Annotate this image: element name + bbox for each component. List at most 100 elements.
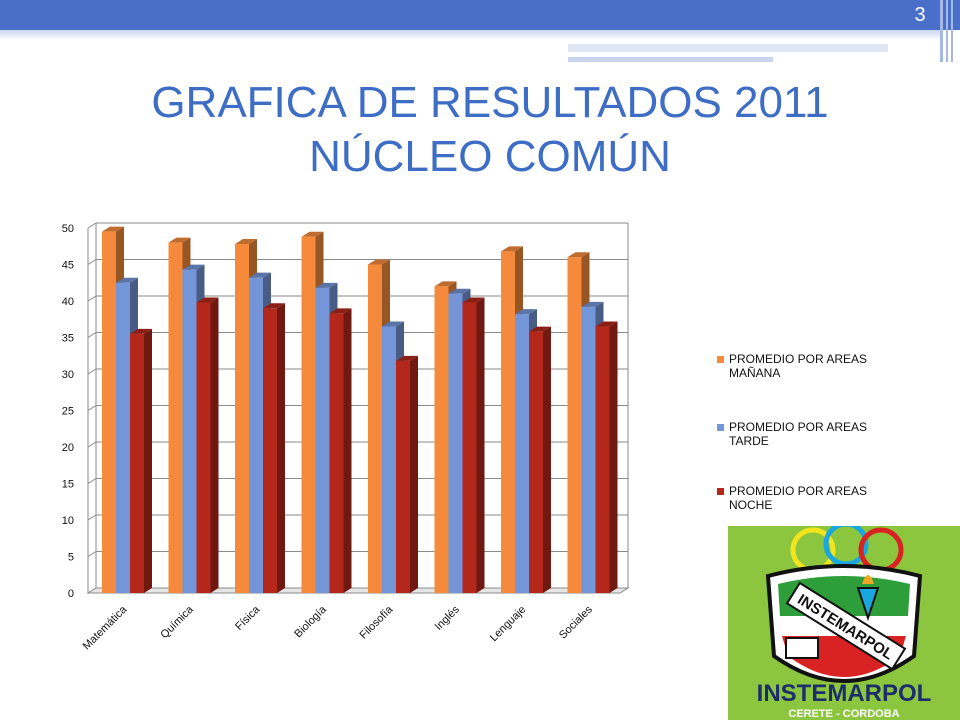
bar-side	[277, 303, 285, 593]
bar-side	[410, 355, 418, 593]
bar	[168, 242, 183, 593]
x-tick-label: Química	[158, 603, 196, 641]
bar	[501, 251, 515, 594]
x-tick-label: Filosofía	[357, 603, 396, 642]
bar-top	[130, 328, 152, 334]
bar-side	[543, 326, 551, 593]
y-tick-label: 30	[62, 369, 74, 381]
bar-top	[315, 282, 338, 288]
bar	[529, 331, 543, 593]
bar	[329, 313, 344, 593]
legend-label: MAÑANA	[729, 366, 780, 380]
bar	[315, 287, 330, 593]
legend-label: PROMEDIO POR AREAS	[729, 484, 867, 498]
y-tick-label: 45	[62, 260, 74, 272]
bar	[434, 286, 449, 593]
legend-label: PROMEDIO POR AREAS	[729, 352, 867, 366]
legend-swatch	[717, 356, 724, 363]
gridline-side	[87, 295, 97, 302]
y-tick-label: 20	[62, 442, 74, 454]
logo-banner	[785, 581, 907, 671]
bar	[595, 326, 610, 593]
bar-top	[329, 308, 352, 314]
bar	[130, 333, 144, 593]
bar-side	[343, 308, 352, 593]
bar	[396, 360, 410, 593]
gridline-side	[87, 332, 97, 338]
bar-top	[567, 252, 590, 258]
y-tick-label: 25	[62, 406, 74, 418]
bar	[196, 302, 211, 593]
bar-top	[515, 309, 537, 315]
bar-top	[182, 264, 205, 270]
bar-top	[368, 259, 390, 265]
school-logo: INSTEMARPOL INSTEMARPOL CERETE - CORDOBA	[728, 521, 960, 720]
y-tick-label: 40	[62, 296, 74, 308]
bar-side	[144, 328, 152, 593]
bar-top	[235, 239, 257, 245]
gridline-side	[87, 405, 97, 411]
x-tick-label: Biología	[292, 603, 329, 640]
header-bar	[0, 0, 960, 30]
bar-top	[462, 297, 485, 303]
bar-top	[529, 326, 551, 332]
legend-label: PROMEDIO POR AREAS	[729, 420, 867, 434]
header-stripe	[940, 0, 943, 62]
logo-city: CERETE - CORDOBA	[788, 708, 899, 720]
x-tick-label: Física	[233, 603, 263, 633]
header-stripe	[951, 0, 953, 62]
bar	[567, 257, 582, 593]
bar	[301, 236, 316, 593]
bar-top	[434, 281, 457, 287]
school-logo-graphic: INSTEMARPOL INSTEMARPOL CERETE - CORDOBA	[728, 521, 960, 720]
gridline-side	[87, 514, 97, 521]
bar	[515, 314, 529, 593]
bar-top	[448, 288, 471, 294]
y-tick-label: 35	[62, 333, 74, 345]
y-tick-label: 0	[68, 588, 74, 600]
bar	[448, 293, 463, 593]
slide-title-line2: NÚCLEO COMÚN	[309, 132, 671, 181]
slide-title-line1: GRAFICA DE RESULTADOS 2011	[151, 78, 829, 127]
bar	[116, 282, 130, 593]
header-stripe	[946, 0, 948, 62]
gridline-side	[87, 222, 97, 229]
gridline-side	[87, 551, 97, 557]
bar	[249, 277, 263, 593]
slide-number: 3	[914, 4, 926, 26]
y-tick-label: 5	[68, 552, 74, 564]
gridline-side	[87, 259, 97, 265]
bar-top	[501, 246, 523, 252]
legend-swatch	[717, 424, 724, 431]
bar-top	[249, 272, 271, 278]
x-tick-label: Lenguaje	[488, 604, 529, 645]
header-accent-line-short	[568, 57, 773, 62]
logo-name: INSTEMARPOL	[757, 680, 932, 707]
bar-side	[476, 297, 485, 593]
y-tick-label: 10	[62, 515, 74, 527]
bar-top	[396, 355, 418, 361]
bar-side	[210, 297, 219, 593]
bar-top	[263, 303, 285, 309]
legend-swatch	[717, 488, 724, 495]
bar-top	[581, 301, 604, 307]
y-tick-label: 15	[62, 479, 74, 491]
bar	[368, 264, 382, 593]
header-shade	[0, 30, 940, 40]
legend-label: NOCHE	[729, 498, 772, 512]
header-accent-line	[568, 42, 888, 52]
logo-torch	[856, 587, 880, 622]
bar-top	[301, 231, 324, 237]
gridline-side	[87, 441, 97, 448]
gridline-side	[87, 478, 97, 484]
bar	[382, 326, 396, 593]
bar	[182, 269, 197, 593]
gridline-side	[87, 368, 97, 375]
bar-top	[595, 321, 618, 327]
logo-flame	[862, 575, 874, 584]
legend-label: TARDE	[729, 434, 769, 448]
bar	[263, 308, 277, 593]
x-tick-label: Inglés	[433, 603, 463, 633]
x-tick-label: Sociales	[557, 603, 595, 641]
